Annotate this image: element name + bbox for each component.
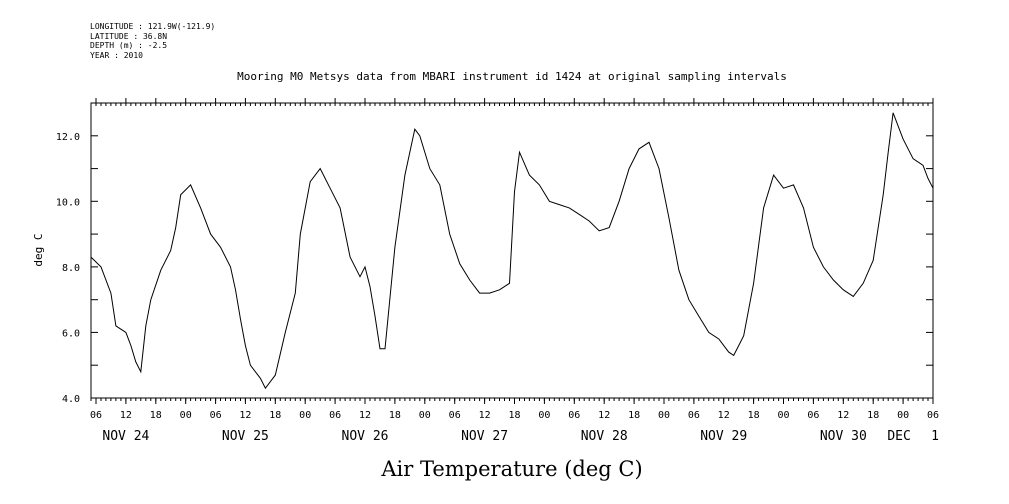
x-tick-label: 18 bbox=[150, 410, 162, 421]
date-label: NOV 30 bbox=[820, 429, 867, 444]
x-tick-label: 06 bbox=[807, 410, 819, 421]
depth-text: DEPTH (m) : -2.5 bbox=[90, 41, 168, 50]
y-tick-label: 10.0 bbox=[56, 197, 80, 208]
plot-frame bbox=[90, 102, 934, 399]
metadata-block: LONGITUDE : 121.9W(-121.9) LATITUDE : 36… bbox=[90, 22, 215, 60]
date-label: 1 bbox=[931, 429, 939, 444]
x-tick-label: 06 bbox=[90, 410, 102, 421]
x-tick-label: 00 bbox=[538, 410, 550, 421]
x-tick-label: 12 bbox=[120, 410, 132, 421]
y-tick-labels: 4.0 6.0 8.0 10.0 12.0 bbox=[56, 132, 80, 405]
series-line-air-temperature bbox=[90, 112, 934, 390]
x-tick-label: 18 bbox=[269, 410, 281, 421]
x-tick-label: 00 bbox=[658, 410, 670, 421]
x-tick-label: 00 bbox=[299, 410, 311, 421]
date-label: NOV 27 bbox=[461, 429, 508, 444]
x-tick-labels: 06 12 18 00 06 12 18 00 06 12 18 00 06 12 18 00 06 12 18 00… bbox=[90, 410, 939, 421]
date-label: NOV 28 bbox=[581, 429, 628, 444]
y-tick-label: 8.0 bbox=[62, 263, 80, 274]
x-tick-label: 06 bbox=[210, 410, 222, 421]
x-tick-label: 18 bbox=[628, 410, 640, 421]
date-label: DEC bbox=[887, 429, 910, 444]
x-tick-label: 12 bbox=[479, 410, 491, 421]
x-tick-label: 12 bbox=[239, 410, 251, 421]
x-tick-label: 12 bbox=[718, 410, 730, 421]
x-tick-label: 06 bbox=[927, 410, 939, 421]
y-tick-label: 12.0 bbox=[56, 132, 80, 143]
x-tick-label: 18 bbox=[508, 410, 520, 421]
x-tick-label: 18 bbox=[867, 410, 879, 421]
x-tick-label: 00 bbox=[897, 410, 909, 421]
latitude-text: LATITUDE : 36.8N bbox=[90, 31, 168, 41]
chart-title: Mooring M0 Metsys data from MBARI instru… bbox=[237, 70, 787, 83]
year-text: YEAR : 2010 bbox=[90, 50, 143, 60]
x-tick-label: 12 bbox=[837, 410, 849, 421]
axis-ticks bbox=[90, 98, 934, 404]
x-tick-label: 06 bbox=[329, 410, 341, 421]
y-axis-label: deg C bbox=[32, 233, 45, 266]
longitude-text: LONGITUDE : 121.9W(-121.9) bbox=[90, 22, 216, 31]
x-tick-label: 00 bbox=[419, 410, 431, 421]
x-tick-label: 12 bbox=[598, 410, 610, 421]
date-label: NOV 26 bbox=[342, 429, 389, 444]
x-tick-label: 12 bbox=[359, 410, 371, 421]
date-label: NOV 29 bbox=[700, 429, 747, 444]
x-tick-label: 18 bbox=[389, 410, 401, 421]
y-tick-label: 6.0 bbox=[62, 328, 80, 339]
x-tick-label: 06 bbox=[449, 410, 461, 421]
date-labels: NOV 24 NOV 25 NOV 26 NOV 27 NOV 28 NOV 29 NOV … bbox=[102, 429, 938, 444]
x-tick-label: 00 bbox=[180, 410, 192, 421]
x-tick-label: 18 bbox=[748, 410, 760, 421]
date-label: NOV 24 bbox=[102, 429, 149, 444]
x-tick-label: 06 bbox=[568, 410, 580, 421]
x-tick-label: 00 bbox=[777, 410, 789, 421]
y-tick-label: 4.0 bbox=[62, 394, 80, 405]
x-tick-label: 06 bbox=[688, 410, 700, 421]
x-axis-label: Air Temperature (deg C) bbox=[380, 457, 642, 481]
date-label: NOV 25 bbox=[222, 429, 269, 444]
